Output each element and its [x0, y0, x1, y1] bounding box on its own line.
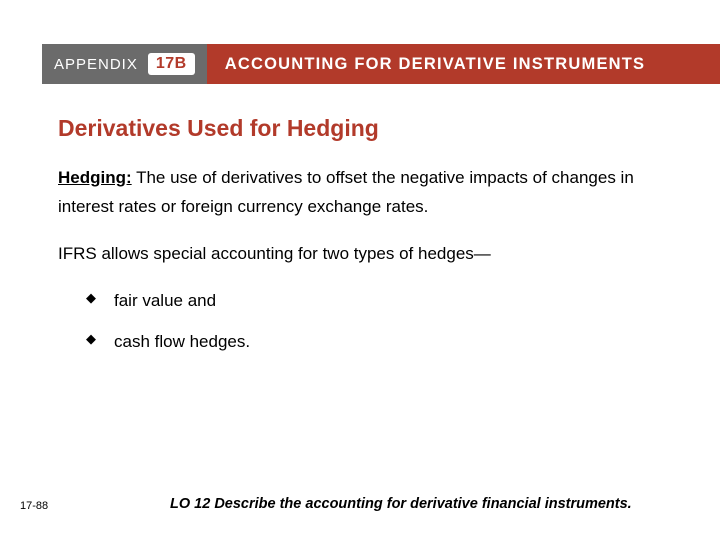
- list-item: cash flow hedges.: [86, 328, 670, 355]
- chapter-title: ACCOUNTING FOR DERIVATIVE INSTRUMENTS: [207, 44, 720, 84]
- definition-paragraph: Hedging: The use of derivatives to offse…: [58, 164, 670, 222]
- term-label: Hedging:: [58, 168, 132, 187]
- learning-objective: LO 12 Describe the accounting for deriva…: [170, 496, 690, 512]
- appendix-label: APPENDIX: [54, 56, 138, 73]
- bullet-list: fair value and cash flow hedges.: [86, 287, 670, 355]
- appendix-block: APPENDIX 17B: [42, 44, 207, 84]
- content-area: Derivatives Used for Hedging Hedging: Th…: [58, 115, 670, 369]
- definition-text: The use of derivatives to offset the neg…: [58, 168, 634, 216]
- section-heading: Derivatives Used for Hedging: [58, 115, 670, 142]
- appendix-number: 17B: [148, 53, 195, 75]
- paragraph-2: IFRS allows special accounting for two t…: [58, 240, 670, 269]
- page-number: 17-88: [20, 500, 48, 512]
- header-bar: APPENDIX 17B ACCOUNTING FOR DERIVATIVE I…: [42, 44, 720, 84]
- list-item: fair value and: [86, 287, 670, 314]
